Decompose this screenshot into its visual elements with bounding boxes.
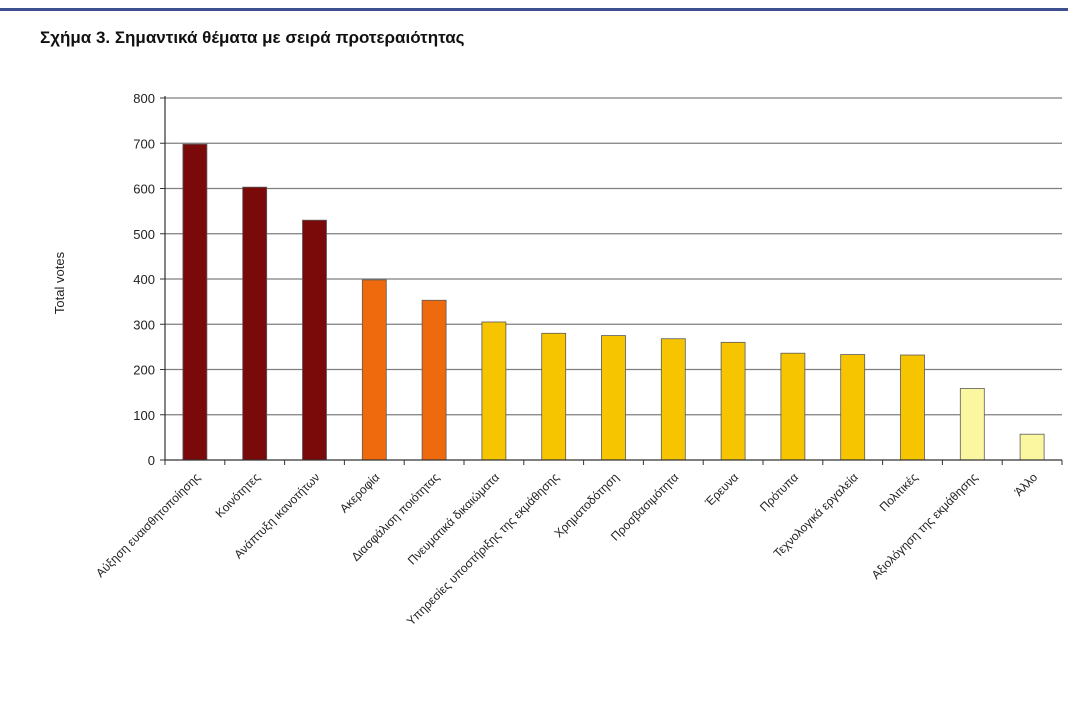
bar bbox=[1019, 433, 1045, 461]
x-tick-label: Αξιολόγηση της εκμάθησης bbox=[869, 470, 981, 582]
x-tick-label: Κοινότητες bbox=[213, 470, 263, 520]
y-tick-label: 500 bbox=[133, 227, 155, 242]
y-tick-label: 700 bbox=[133, 136, 155, 151]
x-tick-label: Αύξηση ευαισθητοποίησης bbox=[93, 470, 203, 580]
bar bbox=[182, 143, 208, 461]
x-tick-label: Έρευνα bbox=[702, 470, 742, 510]
bar bbox=[840, 354, 866, 461]
bar bbox=[959, 388, 985, 461]
bar bbox=[421, 299, 447, 461]
x-tick-label: Πολιτικές bbox=[877, 470, 921, 514]
y-tick-label: 300 bbox=[133, 317, 155, 332]
axes bbox=[164, 96, 1062, 461]
x-axis-tick-labels: Αύξηση ευαισθητοποίησης ΚοινότητεςΑνάπτυξ… bbox=[93, 460, 1063, 628]
bar bbox=[361, 279, 387, 461]
y-tick-label: 600 bbox=[133, 182, 155, 197]
y-axis-label: Total votes bbox=[52, 251, 67, 314]
bar bbox=[242, 186, 268, 461]
bars bbox=[182, 143, 1045, 461]
y-tick-label: 100 bbox=[133, 408, 155, 423]
bar bbox=[780, 352, 806, 461]
x-tick-label: Πρότυπα bbox=[757, 470, 801, 514]
bar bbox=[481, 321, 507, 461]
bar bbox=[660, 338, 686, 461]
y-tick-label: 800 bbox=[133, 91, 155, 106]
bar bbox=[720, 341, 746, 461]
y-tick-label: 0 bbox=[148, 453, 155, 468]
y-axis-ticks: 0 100 200 300 400 500 600 700 800 bbox=[133, 91, 165, 468]
bar bbox=[900, 354, 925, 461]
chart-title: Σχήμα 3. Σημαντικά θέματα με σειρά προτε… bbox=[40, 28, 465, 47]
x-tick-label: Ακεροφία bbox=[337, 470, 382, 515]
y-tick-label: 400 bbox=[133, 272, 155, 287]
bar bbox=[541, 332, 567, 461]
bar bbox=[601, 335, 626, 461]
bar bbox=[302, 219, 327, 461]
title-rule bbox=[0, 8, 1068, 11]
x-tick-label: Άλλο bbox=[1012, 470, 1041, 499]
y-tick-label: 200 bbox=[133, 363, 155, 378]
